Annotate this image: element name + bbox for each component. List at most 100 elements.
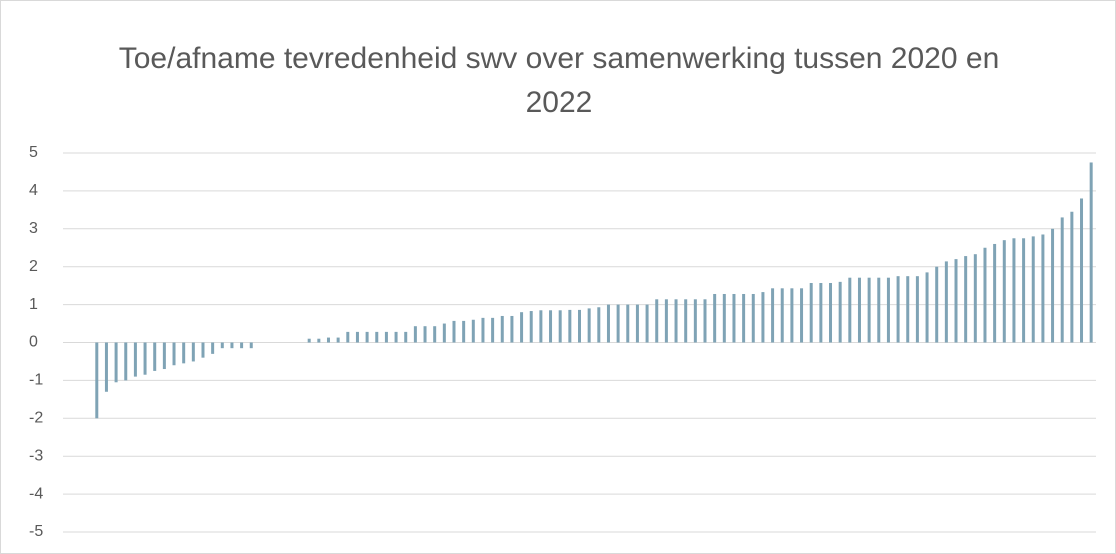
bar: [944, 261, 948, 343]
bar: [867, 277, 871, 343]
bar: [510, 315, 514, 343]
y-tick-label: 2: [29, 258, 38, 275]
bar: [742, 293, 746, 343]
bar: [829, 282, 833, 343]
bar: [809, 282, 813, 343]
bar: [365, 331, 369, 343]
bar: [838, 281, 842, 343]
y-tick-label: -3: [29, 447, 43, 464]
bar: [346, 331, 350, 343]
bar: [539, 310, 543, 343]
bar: [249, 342, 253, 349]
bar: [703, 299, 707, 343]
bar: [935, 266, 939, 343]
bar: [896, 276, 900, 343]
bar: [355, 331, 359, 343]
bar: [162, 342, 166, 370]
bar: [800, 288, 804, 343]
y-tick-label: -1: [29, 372, 43, 389]
bar: [925, 272, 929, 343]
bar: [307, 338, 311, 343]
bar: [182, 342, 186, 364]
bar: [104, 342, 108, 392]
bar: [606, 304, 610, 343]
bar: [549, 310, 553, 343]
y-tick-label: 5: [29, 144, 38, 161]
bar: [664, 299, 668, 343]
bar: [1080, 198, 1084, 343]
y-tick-label: -4: [29, 485, 43, 502]
bar: [578, 309, 581, 343]
y-tick-label: -2: [29, 410, 43, 427]
y-tick-label: 3: [29, 220, 38, 237]
bar: [713, 293, 717, 343]
bar: [780, 288, 784, 343]
y-tick-label: -5: [29, 523, 43, 540]
bar: [114, 342, 118, 383]
y-tick-label: 4: [29, 182, 38, 199]
bar: [124, 342, 128, 381]
bar: [172, 342, 176, 366]
bar: [1089, 162, 1093, 343]
bar: [153, 342, 157, 371]
bar: [722, 293, 726, 343]
bar: [529, 311, 533, 343]
bar: [326, 337, 330, 343]
bar: [761, 292, 765, 343]
bar: [906, 276, 910, 343]
bar: [568, 309, 572, 343]
bar: [133, 342, 137, 377]
bar: [626, 304, 630, 343]
bar: [1031, 236, 1035, 343]
bar: [857, 277, 861, 343]
bar: [819, 282, 823, 343]
bar: [886, 277, 890, 343]
bar: [1012, 238, 1016, 343]
bar: [1060, 217, 1064, 343]
bar: [964, 256, 968, 343]
bar: [684, 299, 688, 343]
y-tick-label: 0: [29, 334, 38, 351]
chart-title: Toe/afname tevredenheid swv over samenwe…: [118, 42, 1000, 119]
bar: [433, 326, 437, 343]
bar: [1002, 240, 1006, 343]
bar: [230, 342, 234, 349]
bar: [848, 277, 852, 343]
bar: [500, 315, 504, 343]
bar: [201, 342, 205, 358]
bar: [95, 342, 99, 419]
bar: [462, 320, 466, 343]
bar: [558, 310, 562, 343]
bar: [635, 304, 639, 343]
bar: [1070, 211, 1074, 343]
y-tick-label: 1: [29, 296, 38, 313]
bar: [587, 308, 591, 343]
bar: [693, 299, 697, 343]
bar: [384, 331, 388, 343]
bar: [481, 317, 485, 343]
bar: [336, 337, 340, 343]
bar: [191, 342, 195, 362]
bar: [674, 299, 678, 343]
bar: [973, 254, 977, 343]
bar: [597, 307, 601, 343]
bar: [751, 293, 755, 343]
bar: [240, 342, 244, 349]
bar: [1041, 234, 1045, 343]
bar: [520, 312, 524, 343]
bar: [143, 342, 147, 375]
bar: [790, 288, 794, 343]
bar: [732, 293, 736, 343]
bar: [404, 331, 408, 343]
bar: [1022, 238, 1026, 343]
bar: [211, 342, 215, 354]
bar: [993, 243, 997, 343]
bar: [413, 326, 417, 343]
bar: [375, 331, 379, 343]
bar: [877, 277, 881, 343]
bar: [655, 299, 659, 343]
bar: [983, 247, 987, 343]
bar: [317, 338, 321, 343]
